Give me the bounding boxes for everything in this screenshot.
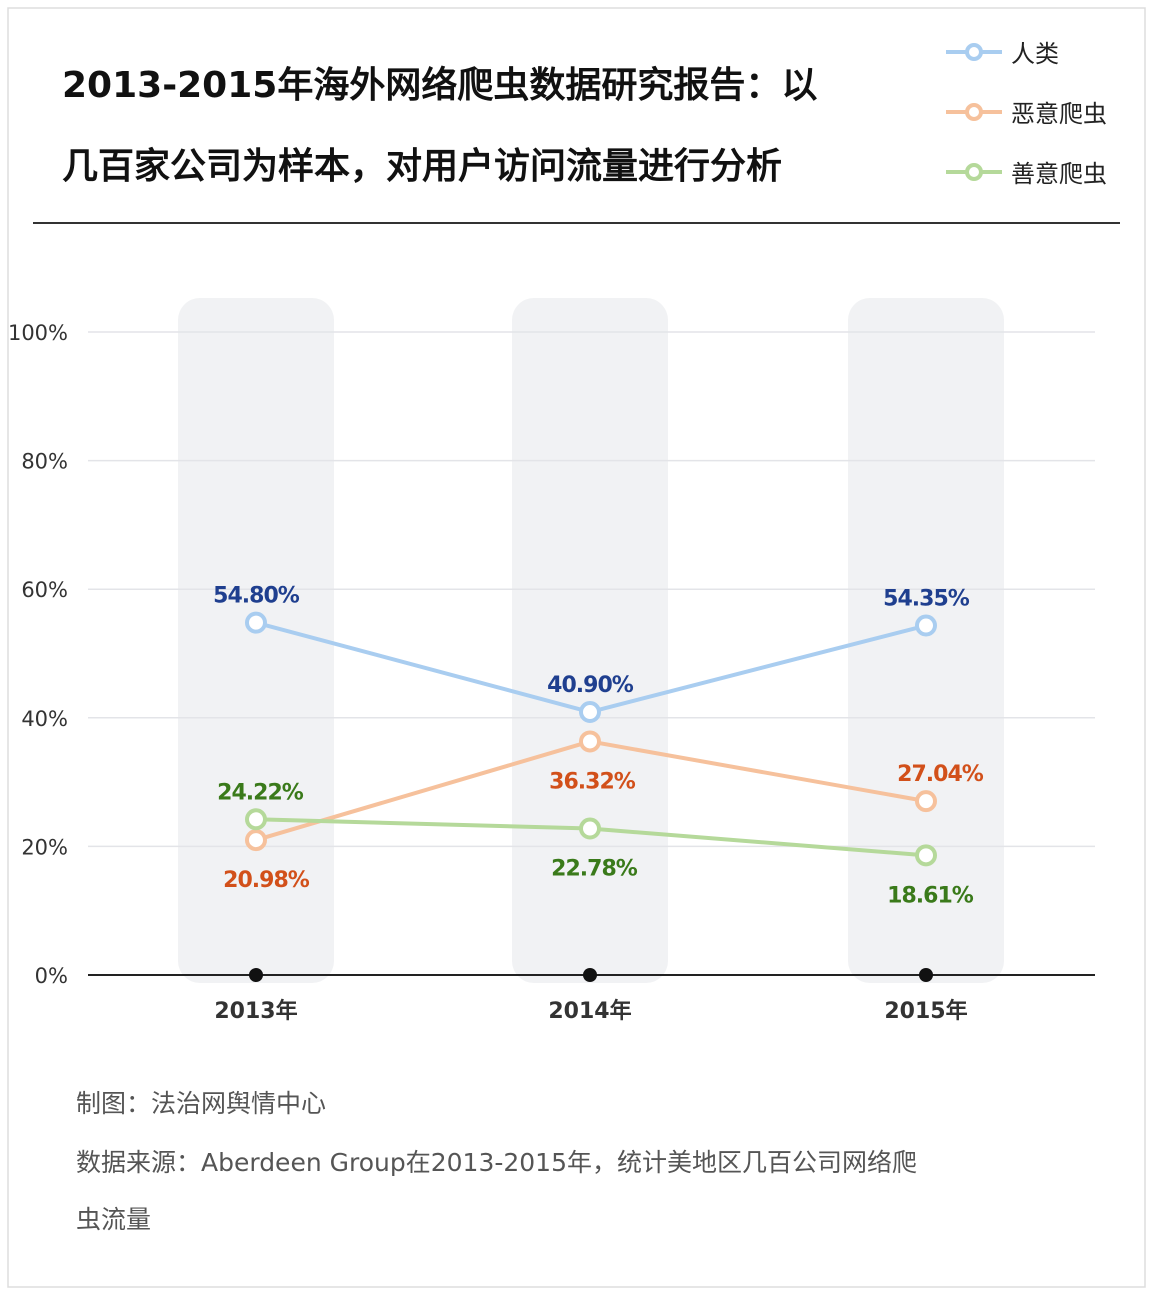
data-point [915,844,937,867]
data-label: 40.90% [547,673,634,698]
data-point [915,790,937,813]
legend-marker [965,163,983,181]
data-label: 24.22% [217,780,304,805]
frame [7,7,1146,1288]
data-point [915,614,937,637]
footer-source-line1: 数据来源：Aberdeen Group在2013-2015年，统计美地区几百公司… [76,1148,917,1177]
column-band [178,298,334,983]
legend-marker [965,103,983,121]
y-tick-label: 20% [21,835,68,859]
legend-label: 善意爬虫 [1011,160,1107,188]
x-axis-tick-dot [249,968,263,982]
data-point [245,808,267,831]
data-label: 36.32% [549,769,636,794]
x-tick-label: 2014年 [548,998,631,1024]
data-label: 54.80% [213,584,300,609]
y-tick-label: 100% [8,321,68,345]
legend-label: 人类 [1011,40,1059,68]
x-tick-label: 2015年 [884,998,967,1024]
legend-label: 恶意爬虫 [1011,100,1107,128]
data-label: 54.35% [883,587,970,612]
data-label: 27.04% [897,762,984,787]
data-label: 20.98% [223,868,310,893]
data-label: 22.78% [551,857,638,882]
chart-title-line1: 2013-2015年海外网络爬虫数据研究报告：以 [62,64,817,106]
data-point [579,817,601,840]
y-tick-label: 60% [21,578,68,602]
chart-title-line2: 几百家公司为样本，对用户访问流量进行分析 [62,146,782,187]
column-band [848,298,1004,983]
legend-marker [965,43,983,61]
y-tick-label: 80% [21,450,68,474]
column-band [512,298,668,983]
data-label: 18.61% [887,883,974,908]
data-point [579,730,601,753]
data-point [245,829,267,852]
footer-source-line2: 虫流量 [76,1205,151,1234]
data-point [245,611,267,634]
y-tick-label: 0% [35,964,68,988]
footer-credit: 制图：法治网舆情中心 [76,1089,326,1118]
x-axis-tick-dot [583,968,597,982]
x-axis-tick-dot [919,968,933,982]
y-tick-label: 40% [21,707,68,731]
x-tick-label: 2013年 [214,998,297,1024]
data-point [579,701,601,724]
